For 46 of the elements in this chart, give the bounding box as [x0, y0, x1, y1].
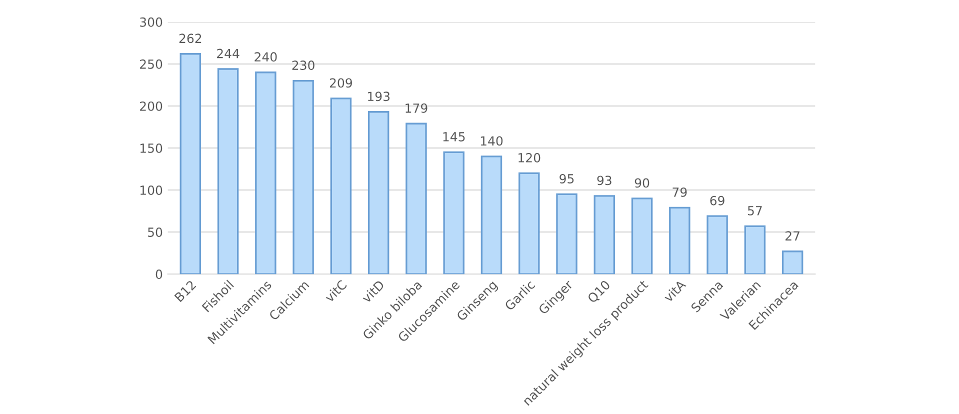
data-label: 57 [748, 206, 762, 216]
y-tick-label: 0 [156, 270, 162, 279]
data-label: 27 [786, 231, 800, 240]
bar [518, 172, 540, 274]
data-label: 90 [634, 178, 650, 188]
x-tick-label: vitC [324, 279, 348, 303]
bar [330, 98, 352, 274]
data-label: 209 [330, 78, 352, 88]
y-tick-label: 250 [140, 59, 162, 69]
bar [217, 68, 239, 274]
bar [292, 80, 314, 274]
data-label: 230 [292, 60, 314, 70]
data-label: 262 [179, 34, 202, 44]
bar [406, 122, 427, 274]
y-tick-label: 200 [140, 101, 162, 111]
bar [443, 151, 464, 274]
bar [669, 206, 690, 274]
data-label: 79 [672, 187, 687, 197]
data-label: 120 [518, 153, 540, 162]
y-tick-label: 100 [140, 186, 162, 195]
x-tick-label: Q10 [586, 280, 612, 304]
data-label: 95 [560, 174, 574, 184]
bar [255, 72, 276, 274]
data-label: 240 [254, 52, 277, 62]
data-label: 140 [480, 136, 503, 146]
x-tick-label: vitD [360, 279, 385, 304]
bar [180, 53, 202, 274]
y-tick-label: 300 [140, 17, 162, 27]
bar [631, 198, 653, 274]
data-label: 179 [406, 103, 428, 113]
bar [706, 215, 728, 274]
data-label: 69 [710, 196, 724, 206]
bar [744, 225, 766, 274]
data-label: 193 [368, 92, 390, 102]
bar [782, 250, 804, 274]
bar [594, 195, 616, 274]
y-tick-label: 50 [148, 228, 162, 237]
x-tick-label: B12 [174, 280, 196, 302]
y-tick-label: 150 [140, 143, 162, 153]
bar [368, 111, 390, 274]
bar [480, 156, 502, 274]
data-label: 93 [597, 176, 612, 186]
data-label: 244 [217, 48, 240, 58]
x-tick-label: vitA [662, 279, 686, 303]
data-label: 145 [443, 132, 465, 142]
bar [556, 193, 578, 274]
